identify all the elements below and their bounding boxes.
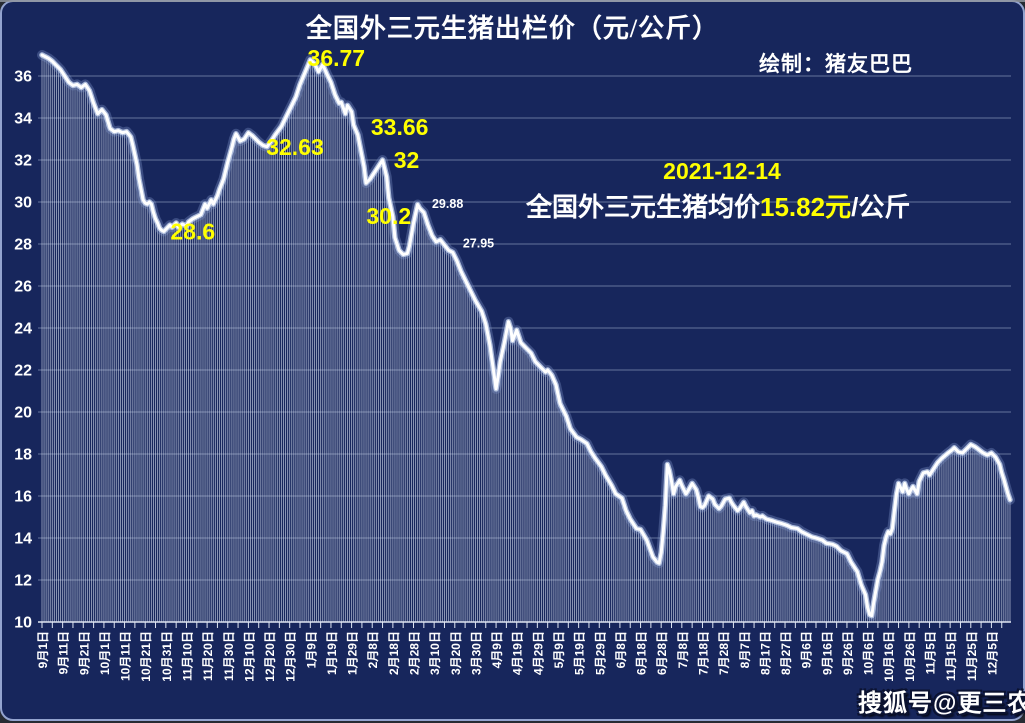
- x-axis-label: 1月19日: [325, 631, 339, 675]
- y-axis-label: 30: [14, 195, 32, 212]
- x-axis-label: 3月20日: [449, 631, 463, 675]
- data-label-27.95: 27.95: [463, 236, 494, 250]
- x-axis-label: 11月30日: [222, 631, 236, 681]
- x-axis-label: 12月10日: [242, 631, 256, 682]
- x-axis-label: 6月8日: [614, 631, 628, 668]
- x-axis-label: 12月5日: [985, 631, 999, 675]
- data-label-29.88: 29.88: [432, 197, 463, 211]
- x-axis-label: 10月21日: [139, 631, 153, 682]
- x-axis-label: 4月29日: [531, 631, 545, 675]
- image-top-edge: [0, 0, 1025, 2]
- price-line-glow: [37, 50, 1015, 621]
- y-axis-label: 28: [14, 237, 32, 254]
- x-axis-label: 3月30日: [469, 631, 483, 675]
- y-axis-label: 26: [14, 279, 32, 296]
- y-axis-label: 10: [14, 615, 32, 632]
- callout-date: 2021-12-14: [663, 158, 781, 184]
- x-axis-label: 4月9日: [490, 631, 504, 668]
- x-axis-label: 1月29日: [346, 631, 360, 675]
- callout-price-value: 15.82元: [760, 192, 852, 222]
- watermark-sohu: 搜狐号@更三农: [858, 690, 1025, 717]
- y-axis-label: 16: [14, 489, 32, 506]
- x-axis-label: 2月8日: [366, 631, 380, 668]
- x-axis-label: 10月1日: [98, 631, 112, 675]
- chart-title: 全国外三元生猪出栏价（元/公斤）: [305, 14, 720, 43]
- x-axis-label: 6月28日: [655, 631, 669, 675]
- x-axis-label: 12月30日: [284, 631, 298, 682]
- x-axis-label: 11月15日: [944, 631, 958, 681]
- y-axis-label: 18: [14, 447, 32, 464]
- x-axis-label: 2月18日: [387, 631, 401, 675]
- callout-price-line: 全国外三元生猪均价15.82元/公斤: [526, 187, 910, 224]
- x-axis-label: 8月27日: [779, 631, 793, 675]
- credit-label: 绘制：猪友巴巴: [759, 53, 913, 76]
- x-axis-label: 8月17日: [758, 631, 772, 675]
- x-axis-label: 11月20日: [201, 631, 215, 681]
- price-line-halo: [39, 52, 1013, 619]
- x-axis-label: 10月11日: [119, 631, 133, 681]
- x-axis-label: 10月26日: [903, 631, 917, 682]
- grid-lines: [38, 75, 1011, 581]
- y-axis-label: 34: [14, 111, 32, 128]
- data-label-30.2: 30.2: [366, 203, 411, 229]
- callout-prefix: 全国外三元生猪均价: [526, 192, 761, 222]
- y-axis-label: 24: [14, 321, 32, 338]
- x-axis-label: 9月6日: [800, 631, 814, 668]
- x-axis-label: 12月20日: [263, 631, 277, 682]
- callout-suffix: /公斤: [851, 192, 911, 222]
- y-axis-label: 32: [14, 153, 32, 170]
- data-label-36.77: 36.77: [308, 45, 366, 71]
- x-axis-label: 5月19日: [573, 631, 587, 675]
- price-line: [40, 53, 1012, 618]
- y-axis-label: 22: [14, 363, 32, 380]
- data-label-33.66: 33.66: [371, 114, 429, 140]
- y-axis-label: 14: [14, 531, 32, 548]
- y-axis-label: 36: [14, 69, 32, 86]
- x-axis-label: 11月10日: [180, 631, 194, 681]
- data-label-28.6: 28.6: [170, 218, 215, 244]
- x-axis-label: 2月28日: [408, 631, 422, 675]
- x-axis-label: 7月8日: [676, 631, 690, 668]
- x-axis-label: 10月31日: [160, 631, 174, 682]
- x-axis-label: 11月25日: [965, 631, 979, 681]
- x-axis-label: 9月16日: [820, 631, 834, 675]
- x-axis-label: 5月9日: [552, 631, 566, 668]
- x-axis-ticks: [41, 622, 1003, 628]
- x-axis-label: 7月28日: [717, 631, 731, 675]
- x-axis-label: 11月5日: [924, 631, 938, 674]
- data-label-32.63: 32.63: [266, 134, 324, 160]
- x-axis-label: 1月9日: [304, 631, 318, 668]
- y-axis-label: 12: [14, 573, 32, 590]
- y-axis-label: 20: [14, 405, 32, 422]
- x-axis-label: 4月19日: [511, 631, 525, 675]
- data-label-32: 32: [394, 147, 420, 173]
- x-axis-label: 9月21日: [77, 631, 91, 675]
- x-axis-label: 10月16日: [882, 631, 896, 682]
- x-axis-label: 5月29日: [593, 631, 607, 675]
- x-axis-label: 7月18日: [696, 631, 710, 675]
- x-axis-label: 10月6日: [862, 631, 876, 675]
- area-drop-lines: [41, 55, 1011, 622]
- x-axis-label: 9月11日: [57, 631, 71, 674]
- x-axis-label: 3月10日: [428, 631, 442, 675]
- x-axis-label: 9月26日: [841, 631, 855, 675]
- x-axis-label: 9月1日: [36, 631, 50, 668]
- x-axis-label: 8月7日: [738, 631, 752, 668]
- x-axis-label: 6月18日: [635, 631, 649, 675]
